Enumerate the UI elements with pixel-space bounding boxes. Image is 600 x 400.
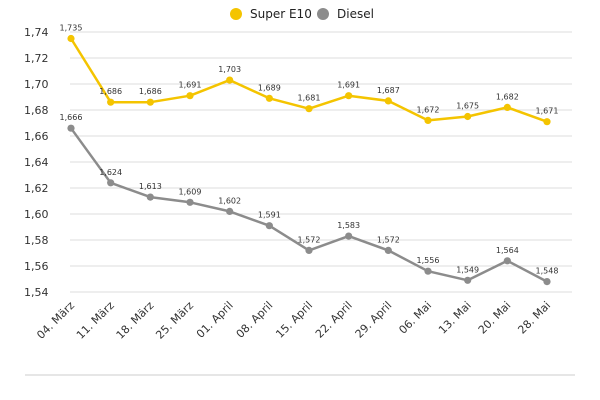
series-super-e10: 1,735 1,686 1,686 1,691 1,703 1,689 1,681 1,691… [60, 24, 559, 126]
y-tick-label: 1,60 [24, 208, 49, 221]
data-point [384, 97, 392, 105]
data-label: 1,549 [456, 265, 479, 274]
x-tick-label: 20. Mai [476, 299, 514, 337]
data-label: 1,691 [179, 81, 202, 90]
data-point [345, 232, 353, 240]
x-tick-label: 08. April [234, 299, 276, 341]
data-label: 1,672 [417, 105, 440, 114]
data-label: 1,556 [417, 256, 440, 265]
chart-series: 1,735 1,686 1,686 1,691 1,703 1,689 1,681 1,691… [60, 24, 559, 286]
data-point [305, 105, 313, 113]
legend-marker [317, 8, 329, 20]
data-label: 1,691 [337, 81, 360, 90]
legend-label: Super E10 [250, 7, 312, 21]
x-tick-label: 22. April [313, 299, 355, 341]
series-line [69, 127, 548, 283]
data-label: 1,548 [536, 267, 559, 276]
data-point [265, 222, 273, 230]
data-point [67, 34, 75, 43]
x-tick-label: 13. Mai [436, 299, 474, 337]
data-point [384, 246, 392, 254]
data-label: 1,624 [99, 168, 122, 177]
x-tick-label: 01. April [194, 299, 236, 341]
data-label: 1,666 [60, 113, 83, 122]
data-point [226, 76, 234, 84]
data-label: 1,686 [139, 87, 162, 96]
data-label: 1,682 [496, 92, 519, 101]
data-label: 1,687 [377, 86, 400, 95]
x-tick-label: 18. März [114, 299, 157, 342]
data-point [186, 92, 194, 100]
x-tick-label: 06. Mai [396, 299, 434, 337]
x-tick-label: 25. März [153, 299, 196, 342]
legend-label: Diesel [337, 7, 374, 21]
data-point [146, 98, 154, 106]
data-label: 1,681 [298, 94, 321, 103]
data-label: 1,675 [456, 102, 479, 111]
data-label: 1,703 [218, 65, 241, 74]
y-tick-label: 1,58 [24, 234, 49, 247]
legend-marker [230, 8, 242, 20]
y-tick-label: 1,70 [24, 78, 49, 91]
data-point [543, 278, 551, 286]
data-label: 1,686 [99, 87, 122, 96]
data-label: 1,609 [179, 187, 202, 196]
data-point [503, 103, 511, 111]
data-label: 1,572 [298, 235, 321, 244]
data-point [503, 257, 511, 265]
data-label: 1,602 [218, 196, 241, 205]
y-tick-label: 1,68 [24, 104, 49, 117]
data-point [146, 193, 154, 201]
x-tick-label: 11. März [74, 299, 117, 342]
x-tick-label: 04. März [34, 299, 77, 342]
chart-legend: Super E10 Diesel [230, 7, 374, 21]
data-point [464, 112, 472, 121]
data-point [424, 116, 432, 124]
data-point [345, 92, 353, 100]
series-diesel: 1,666 1,624 1,613 1,609 1,602 1,591 1,572 1,583… [60, 113, 559, 286]
data-point [543, 118, 551, 126]
x-tick-label: 28. Mai [515, 299, 553, 337]
data-point [305, 246, 313, 254]
data-point [186, 198, 194, 206]
data-point [107, 179, 115, 187]
data-point [226, 207, 234, 215]
data-label: 1,583 [337, 221, 360, 230]
data-label: 1,735 [60, 24, 83, 33]
y-tick-label: 1,66 [24, 130, 49, 143]
data-point [67, 124, 75, 132]
data-point [107, 98, 115, 106]
data-label: 1,591 [258, 211, 281, 220]
data-point [464, 276, 472, 284]
y-tick-label: 1,74 [24, 26, 49, 39]
data-label: 1,564 [496, 246, 519, 255]
data-point [424, 267, 432, 275]
x-tick-label: 15. April [273, 299, 315, 341]
y-axis-tick-labels: 1,54 1,56 1,58 1,60 1,62 1,64 1,66 1,68 1,70 1,72… [24, 26, 49, 299]
data-label: 1,572 [377, 235, 400, 244]
y-tick-label: 1,64 [24, 156, 49, 169]
y-tick-label: 1,54 [24, 286, 49, 299]
y-tick-label: 1,72 [24, 52, 49, 65]
y-tick-label: 1,56 [24, 260, 49, 273]
y-tick-label: 1,62 [24, 182, 49, 195]
y-gridlines [70, 31, 572, 293]
data-label: 1,671 [536, 107, 559, 116]
x-tick-label: 29. April [353, 299, 395, 341]
data-label: 1,613 [139, 182, 162, 191]
data-point [265, 94, 273, 102]
data-label: 1,689 [258, 83, 281, 92]
